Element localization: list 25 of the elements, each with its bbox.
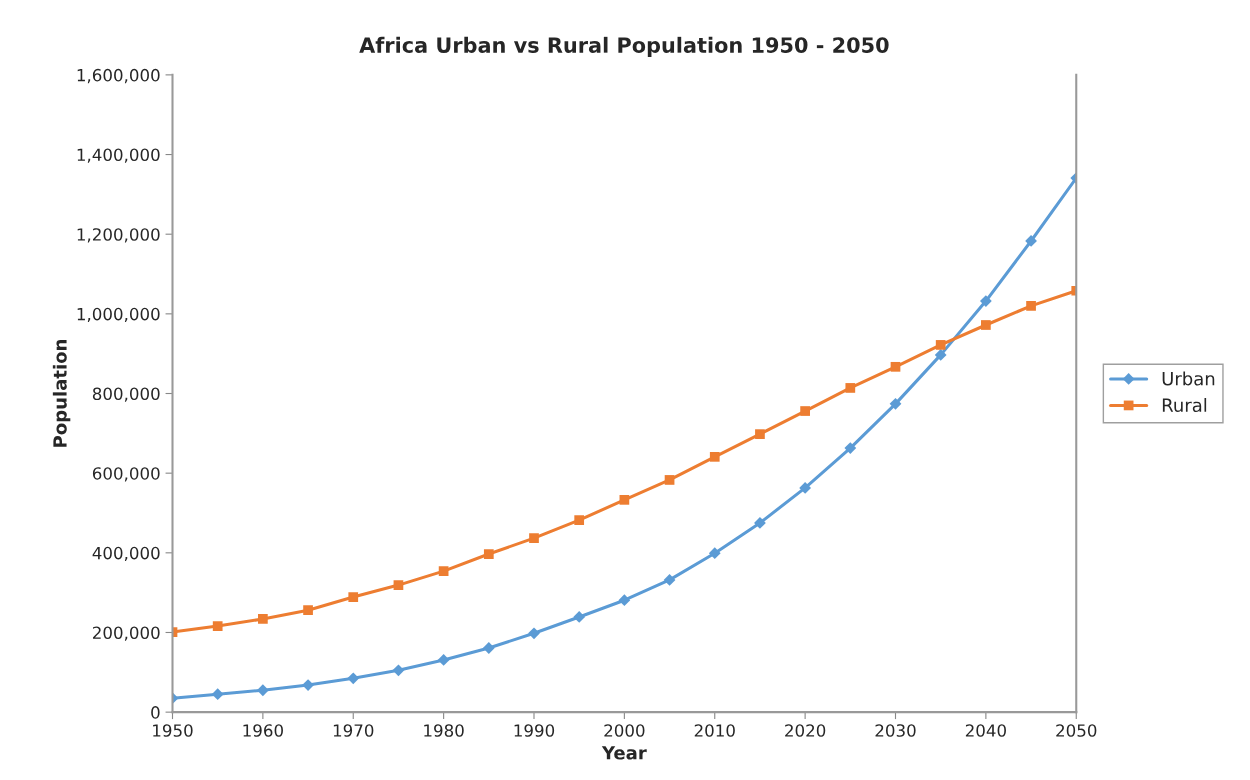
y-axis-title: Population — [52, 339, 71, 447]
x-tick-label: 1960 — [243, 724, 283, 737]
y-tick-label: 600,000 — [92, 467, 160, 482]
x-tick-label: 2010 — [694, 724, 735, 737]
y-tick-label: 400,000 — [92, 546, 160, 562]
x-tick-label: 2030 — [875, 724, 916, 737]
x-tick-label: 1990 — [514, 724, 555, 737]
x-tick-label: 1980 — [424, 724, 464, 737]
chart-title: Africa Urban vs Rural Population 1950 - 2050 — [359, 36, 889, 57]
x-tick-label: 1970 — [333, 724, 374, 737]
y-tick-label: 1,400,000 — [77, 148, 160, 163]
y-tick-label: 800,000 — [92, 387, 160, 402]
y-tick-label: 0 — [151, 706, 160, 719]
x-tick-label: 2050 — [1056, 724, 1097, 737]
legend-label: Urban — [1162, 371, 1215, 386]
y-tick-label: 1,200,000 — [77, 228, 160, 243]
x-tick-label: 2020 — [785, 724, 826, 737]
y-tick-label: 200,000 — [92, 626, 160, 641]
x-tick-label: 1950 — [153, 724, 193, 737]
y-tick-label: 1,600,000 — [77, 68, 160, 84]
legend-label: Rural — [1162, 398, 1207, 412]
x-axis-title: Year — [601, 746, 647, 760]
x-tick-label: 2040 — [965, 724, 1006, 737]
y-tick-label: 1,000,000 — [77, 307, 160, 323]
x-tick-label: 2000 — [604, 724, 645, 737]
